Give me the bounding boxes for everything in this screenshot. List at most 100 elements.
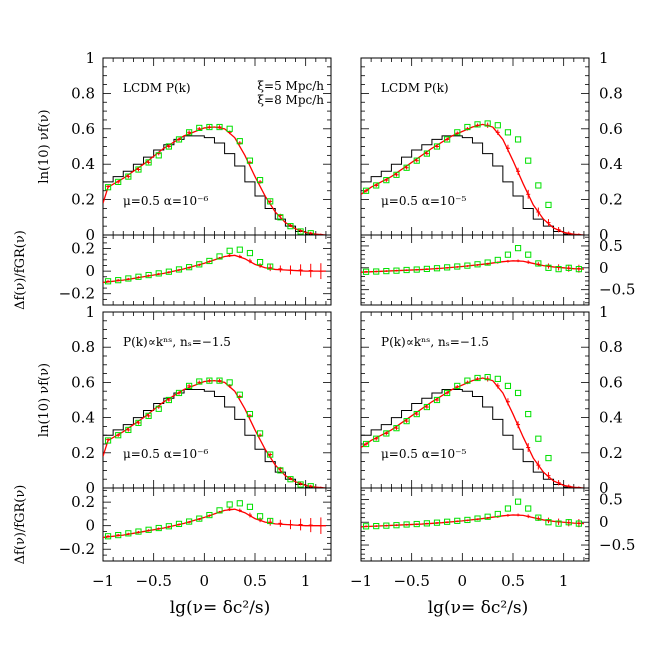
xi8-marker [535, 435, 542, 442]
xi8-marker [474, 374, 481, 382]
xi8-marker [383, 522, 390, 529]
y-tick-label: 0 [85, 517, 95, 535]
y-tick-label: 0.4 [599, 409, 623, 427]
xi8-marker [246, 410, 254, 418]
x-axis-label-right: lg(ν= δc²/s) [428, 598, 529, 618]
reference-step-series [361, 135, 584, 235]
xi8-marker [125, 173, 132, 180]
xi8-marker [226, 247, 233, 254]
xi8-marker [135, 528, 142, 535]
xi8-marker [226, 379, 233, 386]
xi8-marker [216, 253, 223, 260]
xi8-marker [155, 405, 162, 412]
xi8-marker [125, 275, 132, 282]
y-tick-label: 0.6 [599, 373, 623, 391]
y-tick-label: 1 [85, 49, 95, 67]
xi8-marker [393, 171, 400, 178]
ratio-frame [102, 487, 332, 562]
xi8-marker [165, 143, 172, 150]
xi8-marker [525, 157, 532, 164]
y-tick-label: 0.6 [71, 373, 95, 391]
y-tick-label: 0 [599, 479, 609, 497]
xi8-marker [403, 164, 410, 171]
xi8-marker [287, 223, 294, 230]
y-tick-label: −0.2 [59, 285, 95, 303]
ratio-panel-left-top: −0.2 0 0.2 Δf(ν)/fGR(ν) [13, 230, 332, 310]
xi8-marker [575, 266, 582, 273]
y-tick-label: 0.2 [71, 191, 95, 209]
y-tick-label: 0.6 [599, 120, 623, 138]
y-tick-label: 0 [85, 262, 95, 280]
xi8-marker [423, 150, 430, 157]
xi8-marker [165, 396, 172, 404]
main-panel-left-bottom: 0 0.2 0.4 0.6 0.8 1 ln(10) νf(ν) [37, 303, 332, 497]
y-tick-label: −0.2 [59, 540, 95, 558]
xi8-marker [373, 522, 380, 530]
xi8-marker [494, 510, 501, 518]
main-panel-left-top: 0 0.2 0.4 0.6 0.8 1 ln(10) νf(ν) [37, 49, 332, 244]
xi8-marker [186, 518, 193, 525]
xi8-marker [236, 500, 243, 507]
xi8-marker [454, 517, 461, 524]
xi8-marker [484, 374, 491, 381]
ratio-panel-left-bottom: −0.2 0 0.2 Δf(ν)/fGR(ν) [13, 485, 332, 565]
xi8-marker [454, 263, 461, 270]
xi8-marker [104, 533, 112, 540]
xi8-marker [514, 136, 522, 143]
y-tick-label: 1 [599, 49, 609, 67]
xi8-marker [362, 440, 370, 448]
xi8-marker [186, 129, 193, 136]
xi8-marker [545, 519, 552, 526]
xi8-marker [246, 157, 254, 164]
x-tick-label: 1 [301, 572, 311, 590]
xi8-marker [196, 124, 203, 132]
xi8-marker [206, 257, 213, 265]
xi8-marker [256, 258, 264, 266]
xi8-marker [484, 259, 491, 266]
xi8-marker [393, 425, 400, 432]
xi8-marker [444, 389, 451, 397]
y-tick-label: 0.2 [71, 493, 95, 511]
xi8-marker [565, 519, 572, 526]
xi8-marker [504, 505, 512, 512]
xi8-marker [514, 498, 522, 505]
xi8-marker [216, 123, 223, 131]
xi8-marker [256, 430, 264, 437]
legend-entry-xi8: ξ=8 Mpc/h [257, 93, 324, 107]
xi8-marker [145, 271, 152, 279]
xi8-marker [433, 396, 441, 404]
model-params-label: μ=0.5 α=10⁻⁶ [123, 447, 209, 461]
xi8-marker [307, 483, 314, 488]
xi8-marker [125, 530, 132, 537]
xi8-marker [525, 410, 532, 418]
data-layer [103, 500, 326, 540]
xi8-marker [464, 123, 471, 131]
xi8-marker [226, 125, 233, 132]
y-tick-label: 0.4 [71, 155, 95, 173]
xi8-marker [433, 143, 441, 150]
xi8-marker [565, 264, 572, 271]
ratio-y-axis-label: Δf(ν)/fGR(ν) [13, 485, 28, 565]
model-params-label: μ=0.5 α=10⁻⁵ [381, 447, 467, 461]
y-tick-label: 0.2 [71, 240, 95, 258]
xi8-marker [464, 262, 471, 269]
legend-entry-xi5: ξ=5 Mpc/h [257, 79, 324, 93]
xi8-marker [206, 511, 213, 519]
xi8-marker [256, 177, 264, 184]
data-layer [361, 120, 584, 235]
xi5-series-line [103, 379, 326, 488]
xi8-marker [165, 268, 172, 275]
xi8-marker [474, 261, 481, 268]
xi8-marker [413, 266, 420, 273]
data-layer [361, 374, 584, 488]
xi8-marker [494, 375, 501, 382]
y-tick-label: 0.4 [71, 409, 95, 427]
xi8-marker [514, 389, 522, 397]
xi8-marker [474, 121, 481, 128]
xi8-marker [454, 129, 461, 136]
xi8-marker [413, 520, 420, 528]
xi8-marker [444, 136, 451, 143]
y-tick-label: 0 [599, 226, 609, 244]
xi8-marker [535, 260, 542, 267]
